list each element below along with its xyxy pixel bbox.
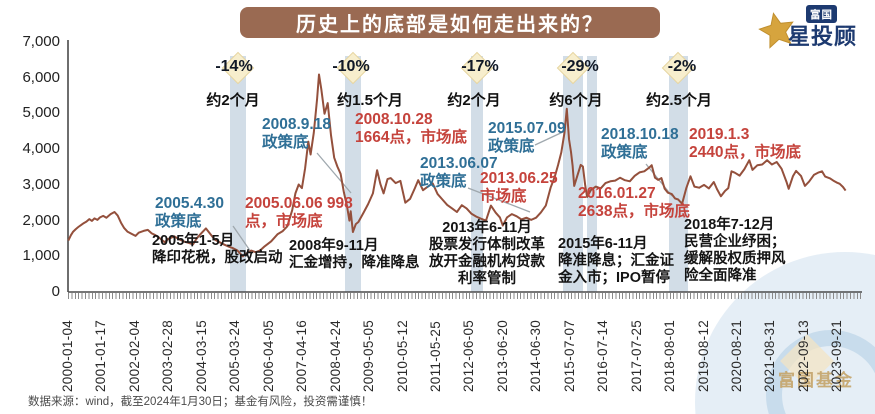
brand-logo: 富国 星投顾: [758, 3, 872, 53]
annotation-connector: [316, 152, 352, 194]
drop-diamond: [661, 51, 695, 85]
drop-diamond: [460, 51, 494, 85]
annotation-connector: [232, 225, 252, 253]
highlight-band: [345, 56, 361, 292]
annotation-connector: [534, 130, 566, 146]
page-title: 历史上的底部是如何走出来的？: [240, 7, 660, 38]
star-icon: [758, 12, 794, 49]
highlight-band: [587, 56, 597, 292]
source-note: 数据来源：wind，截至2024年1月30日；基金有风险，投资需谨慎！: [28, 396, 373, 408]
watermark-brand-text: 富国基金: [778, 371, 854, 390]
highlight-band: [230, 56, 246, 292]
highlight-band: [669, 56, 688, 292]
drop-diamond: [336, 51, 370, 85]
drop-diamond: [221, 51, 255, 85]
annotation-connector: [467, 187, 531, 213]
drop-diamond: [556, 51, 590, 85]
logo-badge: 富国: [806, 5, 837, 23]
logo-name: 星投顾: [788, 24, 858, 49]
price-line: [67, 73, 847, 258]
x-axis-minor-ticks: [68, 293, 862, 299]
highlight-band: [471, 56, 483, 292]
